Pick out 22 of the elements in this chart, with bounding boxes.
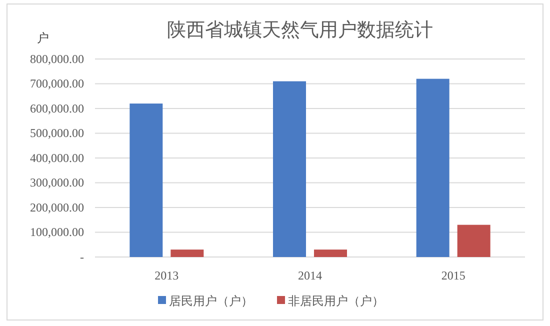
y-tick-label: -	[80, 250, 84, 264]
y-tick-label: 200,000.00	[30, 200, 84, 214]
x-tick-label: 2015	[441, 268, 466, 283]
bar	[273, 81, 306, 257]
x-tick-label: 2014	[298, 268, 322, 283]
y-tick-label: 500,000.00	[30, 126, 84, 140]
y-tick-label: 700,000.00	[30, 76, 84, 91]
y-tick-label: 600,000.00	[30, 101, 84, 116]
y-tick-label: 300,000.00	[30, 176, 84, 190]
legend-label: 非居民用户（户）	[288, 294, 384, 308]
y-tick-label: 800,000.00	[30, 52, 84, 66]
legend-label: 居民用户（户）	[169, 294, 253, 308]
chart-title: 陕西省城镇天然气用户数据统计	[167, 19, 433, 41]
bar	[416, 78, 450, 257]
y-tick-label: 400,000.00	[30, 150, 84, 165]
bar	[170, 250, 204, 257]
y-axis-title: 户	[37, 31, 49, 45]
x-tick-label: 2013	[154, 268, 179, 283]
bar	[130, 104, 163, 257]
y-tick-label: 100,000.00	[30, 225, 84, 240]
bar	[314, 250, 347, 257]
bar	[457, 224, 490, 257]
